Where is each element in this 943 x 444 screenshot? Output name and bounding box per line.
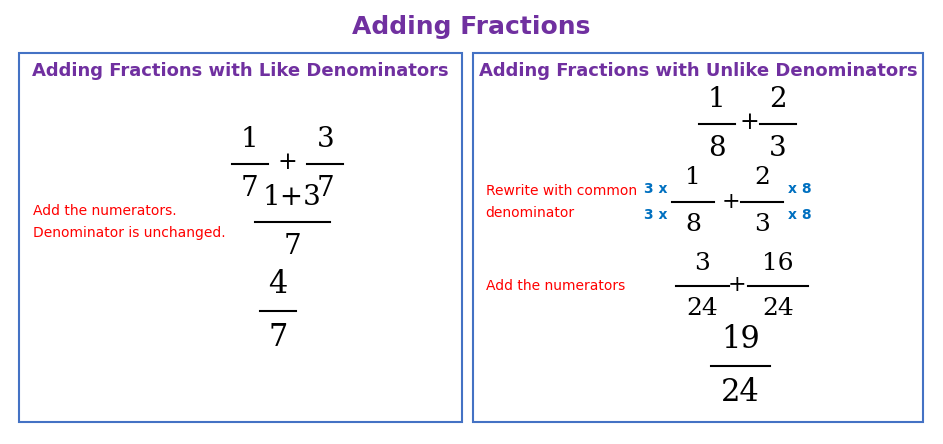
Text: 7: 7 xyxy=(269,322,288,353)
Text: 3 x: 3 x xyxy=(644,182,667,196)
Text: +: + xyxy=(740,111,759,134)
Text: 19: 19 xyxy=(720,324,760,355)
Text: 4: 4 xyxy=(269,269,288,300)
Text: Rewrite with common
denominator: Rewrite with common denominator xyxy=(486,184,637,220)
Text: 24: 24 xyxy=(762,297,794,321)
Text: Adding Fractions with Like Denominators: Adding Fractions with Like Denominators xyxy=(32,62,449,80)
Text: 1: 1 xyxy=(241,126,258,153)
Text: 1+3: 1+3 xyxy=(263,184,322,211)
Text: 24: 24 xyxy=(687,297,719,321)
Text: 24: 24 xyxy=(720,377,760,408)
Text: Add the numerators.
Denominator is unchanged.: Add the numerators. Denominator is uncha… xyxy=(33,204,225,240)
Text: 3: 3 xyxy=(769,135,786,163)
Text: 3: 3 xyxy=(695,252,710,275)
Text: 7: 7 xyxy=(241,175,258,202)
Text: 16: 16 xyxy=(762,252,794,275)
Text: Adding Fractions: Adding Fractions xyxy=(353,15,590,39)
Text: 3 x: 3 x xyxy=(644,208,667,222)
Text: +: + xyxy=(721,191,740,213)
Text: 7: 7 xyxy=(284,233,301,260)
Text: 1: 1 xyxy=(686,166,701,189)
Text: 7: 7 xyxy=(317,175,334,202)
Text: Adding Fractions with Unlike Denominators: Adding Fractions with Unlike Denominator… xyxy=(478,62,918,80)
Text: x 8: x 8 xyxy=(787,208,812,222)
Text: x 8: x 8 xyxy=(787,182,812,196)
Text: +: + xyxy=(728,274,747,296)
FancyBboxPatch shape xyxy=(19,53,462,422)
Text: 8: 8 xyxy=(708,135,725,163)
Text: Add the numerators: Add the numerators xyxy=(486,279,625,293)
Text: 3: 3 xyxy=(754,213,769,236)
FancyBboxPatch shape xyxy=(473,53,923,422)
Text: +: + xyxy=(278,151,297,174)
Text: 8: 8 xyxy=(686,213,701,236)
Text: 3: 3 xyxy=(317,126,334,153)
Text: 1: 1 xyxy=(708,86,725,113)
Text: 2: 2 xyxy=(769,86,786,113)
Text: 2: 2 xyxy=(754,166,769,189)
